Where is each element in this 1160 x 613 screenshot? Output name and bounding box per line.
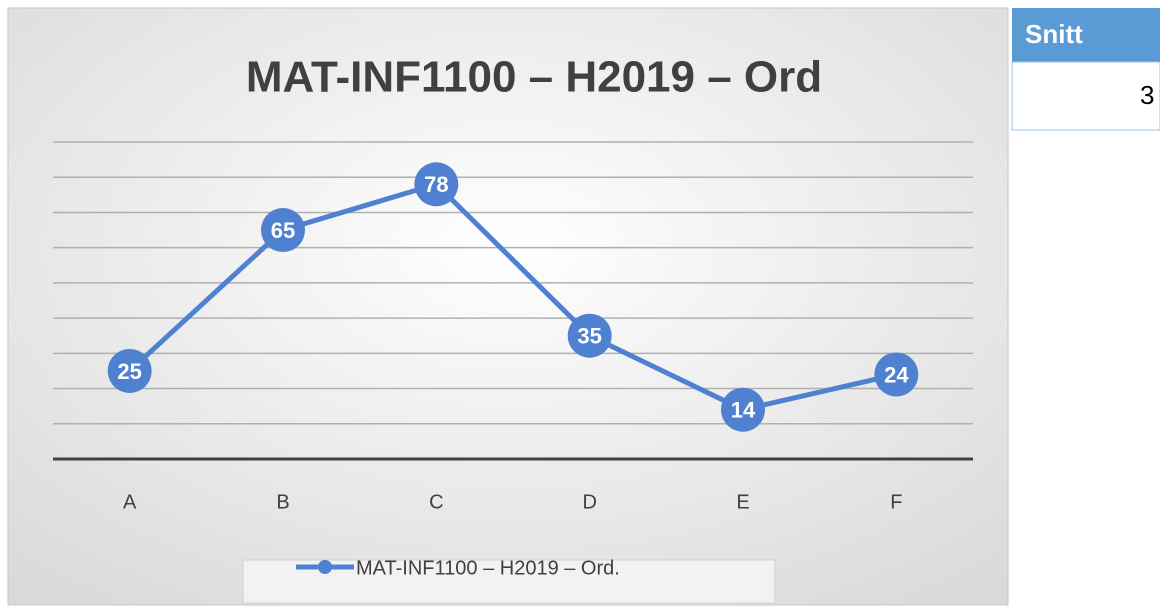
legend-label: MAT-INF1100 – H2019 – Ord. xyxy=(356,557,620,579)
chart-title: MAT-INF1100 – H2019 – Ord xyxy=(246,53,822,102)
x-tick-label: C xyxy=(429,491,443,513)
data-label: 14 xyxy=(731,398,756,423)
chart-area xyxy=(7,7,1009,606)
data-point xyxy=(874,352,919,397)
series-line xyxy=(127,181,897,413)
legend-marker xyxy=(318,560,332,574)
data-point xyxy=(261,208,305,253)
data-point xyxy=(721,387,765,432)
table-header: Snitt xyxy=(1025,19,1083,49)
table-value: 3 xyxy=(1140,80,1154,110)
data-point xyxy=(567,313,612,358)
table-header-cell xyxy=(1012,8,1160,62)
table-cell xyxy=(1011,61,1160,131)
data-label: 24 xyxy=(884,362,909,387)
data-label: 78 xyxy=(424,172,448,197)
data-label: 35 xyxy=(577,324,601,349)
data-point xyxy=(107,348,152,393)
x-tick-label: E xyxy=(736,491,749,513)
x-tick-label: B xyxy=(276,491,289,513)
data-label: 65 xyxy=(271,218,295,243)
x-tick-label: D xyxy=(582,491,596,513)
x-tick-label: F xyxy=(890,491,902,513)
data-point xyxy=(414,162,459,207)
x-tick-label: A xyxy=(123,491,137,513)
data-label: 25 xyxy=(117,359,141,384)
